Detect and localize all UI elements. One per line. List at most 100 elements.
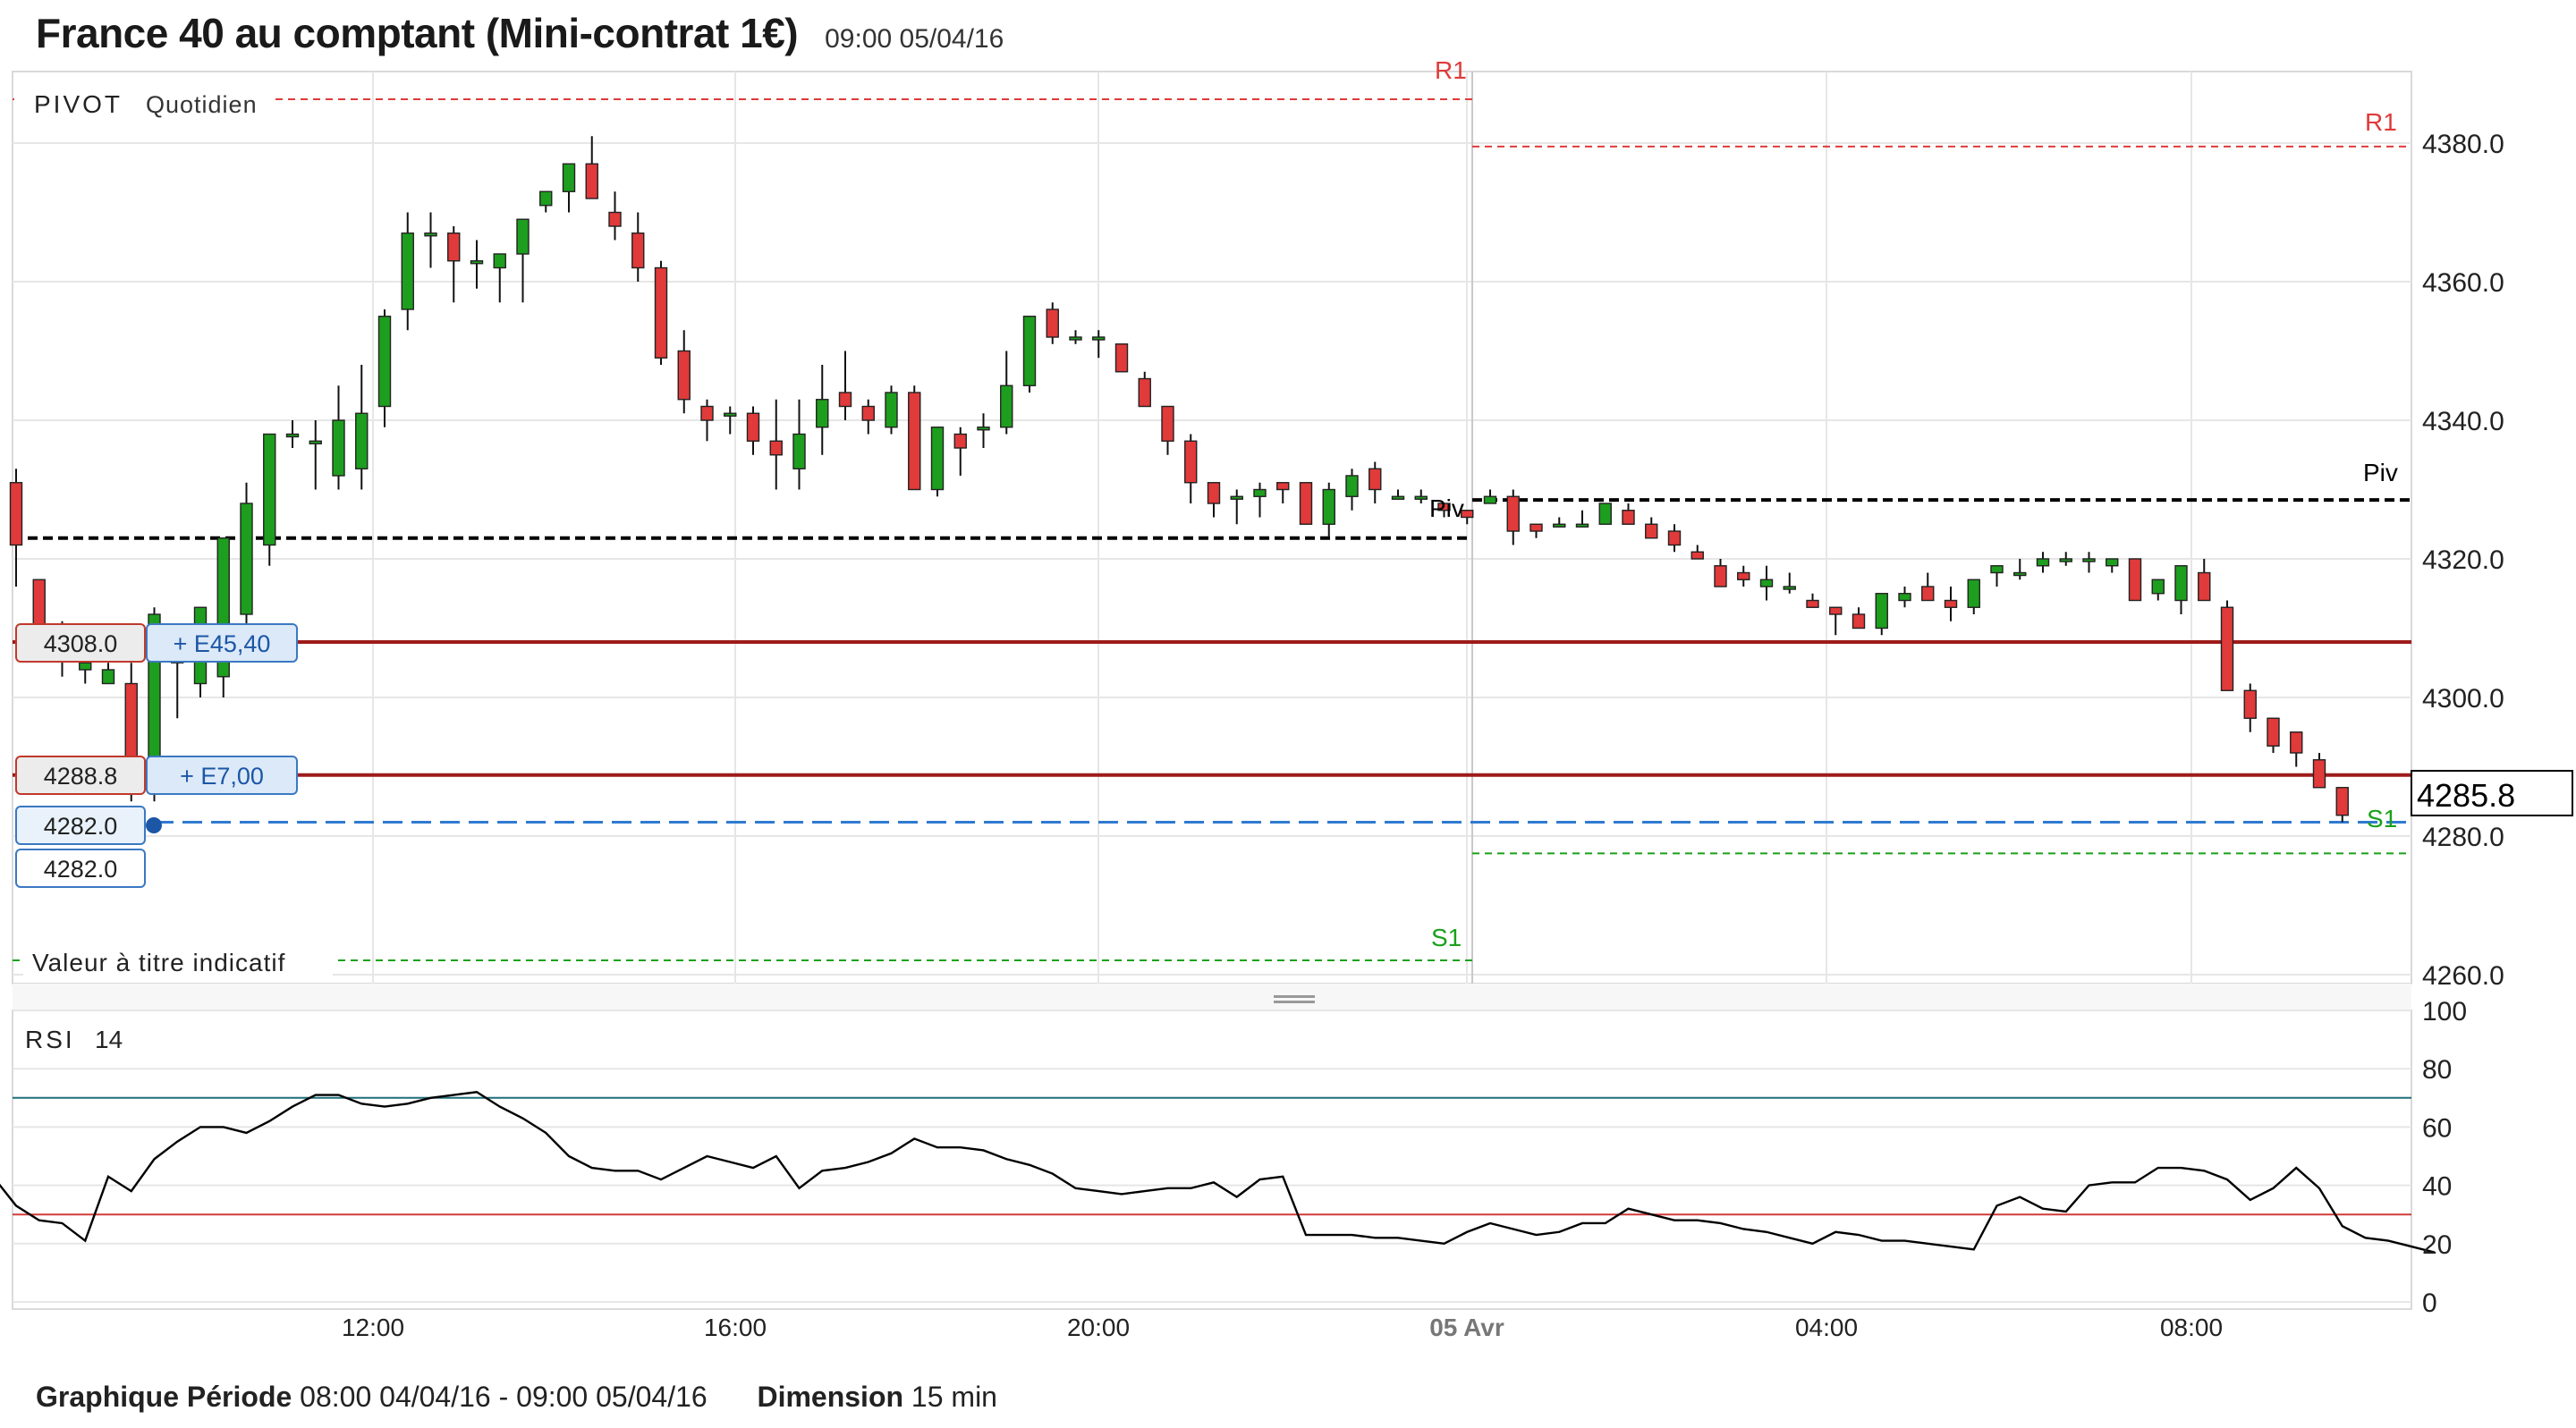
- candles[interactable]: [9, 136, 2349, 823]
- candle-body: [1506, 495, 1520, 532]
- candle-body: [885, 392, 898, 428]
- y-tick-label: 4260.0: [2422, 961, 2504, 991]
- candle-body: [1391, 495, 1405, 500]
- candle-body: [2128, 558, 2142, 602]
- x-tick-label: 05 Avr: [1429, 1314, 1504, 1341]
- alert-price-box[interactable]: [15, 806, 146, 845]
- x-tick-label: 12:00: [342, 1314, 404, 1341]
- candle-body: [124, 682, 138, 761]
- reference-lines: [13, 98, 2411, 961]
- candle-body: [2267, 717, 2280, 747]
- candle-body: [1483, 495, 1497, 504]
- candle-body: [401, 232, 414, 310]
- order-tag-1[interactable]: 4308.0 + E45,40: [15, 623, 298, 663]
- candle-body: [1967, 579, 1980, 608]
- candle-body: [930, 427, 945, 491]
- candle-body: [1414, 495, 1428, 500]
- order-price-box[interactable]: [15, 756, 146, 795]
- candle-body: [1598, 503, 1612, 525]
- candle-body: [2290, 731, 2303, 754]
- rsi-y-tick-label: 40: [2422, 1172, 2452, 1202]
- piv-label: Piv: [2363, 459, 2398, 486]
- current-price-box: [2411, 770, 2573, 816]
- candle-body: [539, 190, 553, 207]
- rsi-grid: [13, 1010, 2411, 1303]
- candle-body: [1553, 523, 1566, 528]
- candle-body: [377, 316, 392, 408]
- title-bar: France 40 au comptant (Mini-contrat 1€) …: [36, 9, 1004, 72]
- chart-title: France 40 au comptant (Mini-contrat 1€): [36, 10, 799, 56]
- indicator-label: PIVOT: [34, 90, 123, 118]
- candle-body: [1345, 475, 1359, 497]
- candle-body: [2243, 689, 2257, 719]
- candle-body: [724, 412, 737, 417]
- rsi-period: 14: [95, 1026, 123, 1053]
- candle-body: [1714, 565, 1727, 587]
- candle-body: [1322, 488, 1335, 525]
- y-axis-labels: 4260.0 4280.0 4300.0 4320.0 4340.0 4360.0 4380…: [2422, 130, 2504, 991]
- x-tick-label: 04:00: [1795, 1314, 1858, 1341]
- candle-body: [977, 427, 990, 431]
- candle-body: [838, 392, 852, 408]
- y-tick-label: 4360.0: [2422, 268, 2504, 298]
- candle-body: [1806, 599, 1819, 608]
- candle-body: [2198, 571, 2211, 602]
- candle-body: [816, 399, 829, 428]
- rsi-label-box: [14, 1019, 145, 1062]
- candle-body: [1944, 599, 1958, 608]
- candle-body: [1138, 377, 1151, 408]
- order-price-box[interactable]: [15, 623, 146, 663]
- candle-body: [1368, 468, 1382, 491]
- candle-body: [1230, 495, 1243, 500]
- candle-body: [1852, 613, 1866, 630]
- splitter-handle-icon[interactable]: [1274, 995, 1315, 1003]
- alert-price-box-2[interactable]: [15, 849, 146, 888]
- period-value: 08:00 04/04/16 - 09:00 05/04/16: [300, 1381, 708, 1413]
- rsi-series-line: [0, 1091, 2436, 1254]
- candle-body: [332, 419, 345, 477]
- order-tag-2[interactable]: 4288.8 + E7,00: [15, 756, 298, 795]
- alert-handle[interactable]: [146, 817, 162, 833]
- y-tick-label: 4320.0: [2422, 545, 2504, 575]
- candle-body: [2082, 558, 2096, 562]
- candle-body: [1875, 593, 1888, 630]
- piv-prev-label: Piv: [1429, 494, 1464, 522]
- rsi-label: RSI: [25, 1026, 75, 1053]
- r1-prev-label: R1: [1435, 56, 1467, 84]
- candle-body: [2220, 606, 2234, 691]
- panel-splitter[interactable]: [13, 984, 2411, 1010]
- candle-body: [1253, 488, 1267, 497]
- candle-body: [1092, 336, 1106, 341]
- order-pl-box[interactable]: [146, 623, 298, 663]
- candle-body: [1437, 503, 1451, 511]
- candle-body: [608, 211, 622, 227]
- candle-body: [1783, 586, 1796, 590]
- y-tick-label: 4280.0: [2422, 823, 2504, 852]
- x-tick-label: 16:00: [704, 1314, 767, 1341]
- candle-body: [1022, 316, 1037, 386]
- candle-body: [1829, 606, 1843, 615]
- alert-tag[interactable]: 4282.0 4282.0: [15, 806, 162, 888]
- candle-body: [79, 662, 92, 671]
- alert-price-2: 4282.0: [44, 856, 118, 883]
- candle-body: [2174, 565, 2188, 602]
- candle-body: [1898, 593, 1911, 602]
- candle-body: [1114, 343, 1129, 373]
- x-tick-label: 20:00: [1067, 1314, 1130, 1341]
- candle-body: [654, 266, 668, 359]
- order-pl-box[interactable]: [146, 756, 298, 795]
- candle-body: [2036, 558, 2050, 567]
- candle-body: [424, 232, 437, 237]
- x-axis-labels: 12:00 16:00 20:00 05 Avr 04:00 08:00: [342, 1314, 2223, 1341]
- candle-body: [9, 482, 23, 546]
- candle-body: [1622, 510, 1635, 525]
- main-grid: [13, 142, 2411, 976]
- rsi-panel-frame: [12, 1010, 2412, 1310]
- current-price: 4285.8: [2417, 777, 2515, 814]
- dimension-label: Dimension: [757, 1381, 904, 1413]
- candle-body: [2059, 558, 2072, 562]
- order-pl-1: + E45,40: [174, 630, 271, 657]
- candle-body: [1759, 579, 1774, 587]
